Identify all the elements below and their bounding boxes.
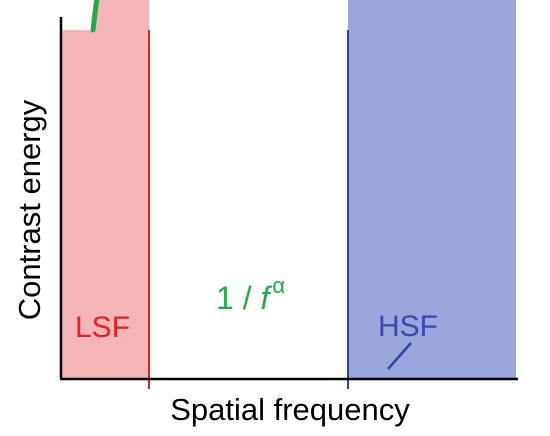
curve-formula-base: 1 / xyxy=(216,280,260,316)
y-axis-label: Contrast energy xyxy=(12,99,47,320)
curve-formula-variable: f xyxy=(260,280,272,316)
hsf-label-pointer xyxy=(387,342,412,370)
lsf-shaded-region xyxy=(61,0,149,379)
x-axis-label: Spatial frequency xyxy=(170,392,410,427)
curve-formula-exponent: α xyxy=(272,273,285,298)
hsf-label: HSF xyxy=(378,310,438,343)
hsf-shaded-region xyxy=(348,0,516,379)
lsf-label: LSF xyxy=(75,311,130,344)
